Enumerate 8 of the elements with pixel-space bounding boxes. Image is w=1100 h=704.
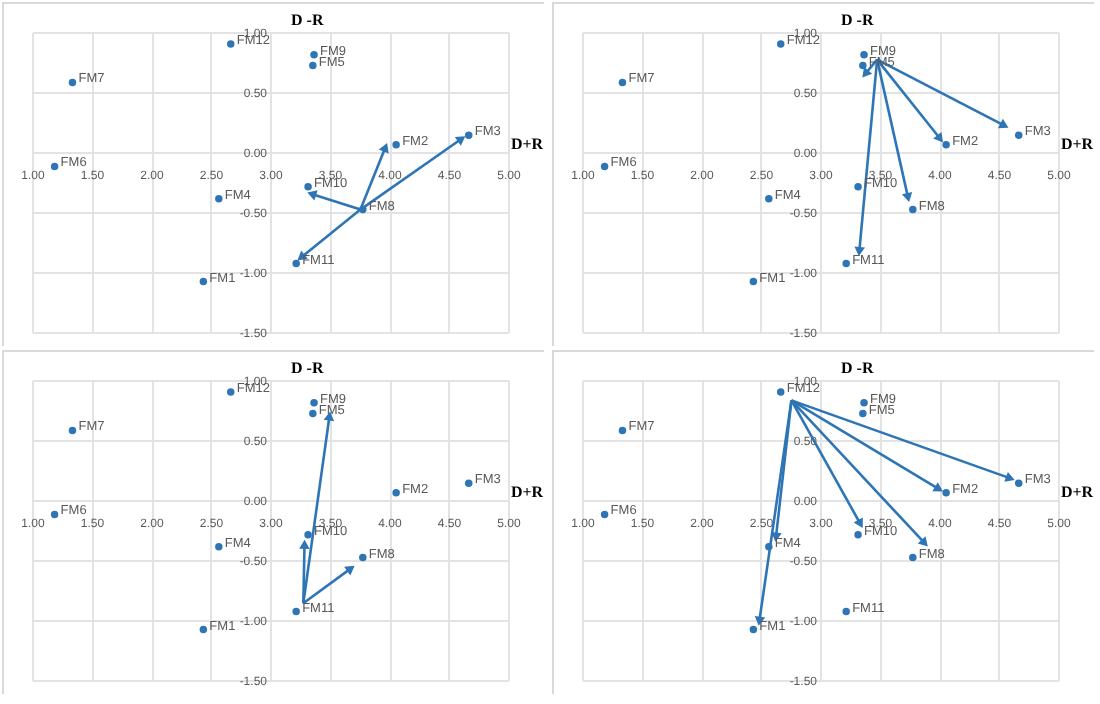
x-axis-title: D+R bbox=[510, 483, 544, 501]
y-axis-title: D -R bbox=[291, 359, 324, 377]
x-axis-title: D+R bbox=[510, 135, 544, 153]
x-axis-title: D+R bbox=[1060, 135, 1094, 153]
y-axis-title: D -R bbox=[291, 11, 324, 29]
y-axis-title: D -R bbox=[841, 11, 874, 29]
x-axis-title: D+R bbox=[1060, 483, 1094, 501]
y-axis-title: D -R bbox=[841, 359, 874, 377]
